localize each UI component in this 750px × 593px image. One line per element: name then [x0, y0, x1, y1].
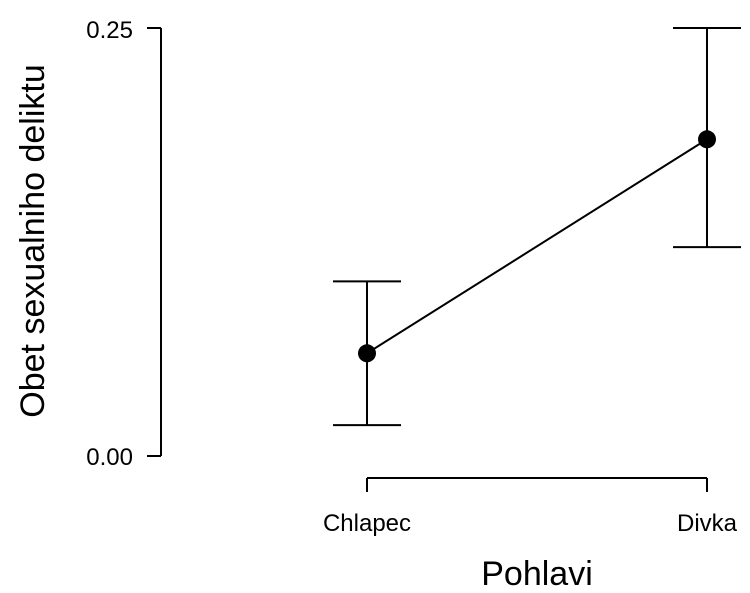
y-tick-label-0: 0.00 [86, 444, 133, 471]
x-tick-label-chlapec: Chlapec [323, 510, 411, 537]
y-tick-label-1: 0.25 [86, 17, 133, 44]
plot-area [333, 27, 741, 427]
x-tick-label-divka: Divka [677, 510, 738, 537]
x-axis: Chlapec Divka [323, 477, 738, 537]
y-axis-title: Obet sexualniho deliktu [14, 64, 52, 417]
data-point-divka [698, 130, 716, 149]
data-point-chlapec [358, 344, 376, 363]
y-axis: 0.00 0.25 [86, 17, 162, 471]
series-0-line [366, 138, 708, 355]
x-axis-title: Pohlavi [481, 555, 593, 593]
